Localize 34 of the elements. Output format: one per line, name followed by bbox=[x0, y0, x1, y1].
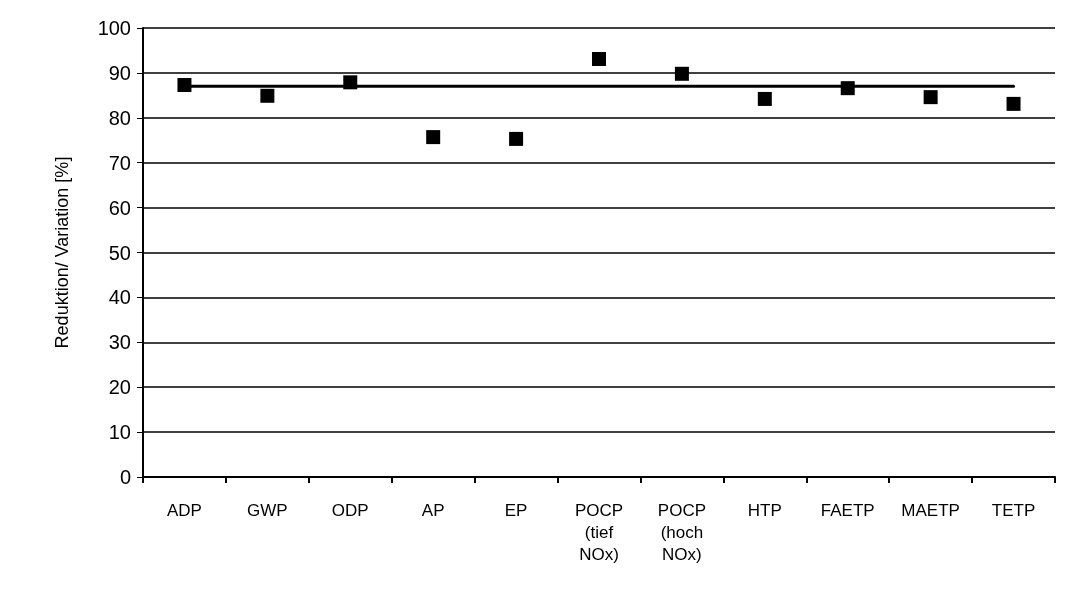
x-tick-label: GWP bbox=[247, 500, 288, 520]
x-tick-label: MAETP bbox=[901, 500, 960, 520]
x-tick-label: POCP (tief NOx) bbox=[574, 500, 624, 564]
point bbox=[260, 88, 275, 103]
x-tick-label: ODP bbox=[331, 500, 369, 520]
point bbox=[1006, 96, 1021, 111]
point bbox=[592, 51, 606, 66]
y-tick-label: 80 bbox=[108, 106, 131, 129]
y-tick-label: 40 bbox=[108, 286, 131, 309]
point bbox=[343, 75, 358, 90]
y-tick-label: 100 bbox=[97, 17, 131, 39]
x-tick-label: EP bbox=[504, 500, 528, 520]
x-tick-label: POCP (hoch NOx) bbox=[657, 500, 706, 564]
y-tick-label: 50 bbox=[108, 241, 131, 264]
y-tick-label: 30 bbox=[108, 331, 131, 354]
y-tick-label: 10 bbox=[108, 421, 131, 444]
point bbox=[840, 81, 855, 96]
x-tick-label: ADP bbox=[166, 500, 202, 520]
point bbox=[757, 91, 772, 106]
point bbox=[426, 130, 441, 145]
y-axis-title: Reduktion/ Variation [%] bbox=[52, 156, 72, 349]
point bbox=[177, 78, 192, 93]
y-tick-label: 0 bbox=[119, 466, 131, 488]
x-tick-label: FAETP bbox=[820, 500, 875, 520]
point bbox=[923, 90, 938, 105]
point bbox=[674, 66, 689, 81]
y-tick-label: 90 bbox=[108, 61, 131, 84]
y-tick-label: 70 bbox=[108, 151, 131, 174]
x-tick-label: HTP bbox=[747, 500, 782, 520]
y-tick-label: 60 bbox=[108, 196, 131, 219]
x-tick-label: TETP bbox=[991, 500, 1036, 520]
x-tick-label: AP bbox=[421, 500, 445, 520]
point bbox=[509, 131, 524, 146]
y-tick-label: 20 bbox=[108, 376, 131, 399]
